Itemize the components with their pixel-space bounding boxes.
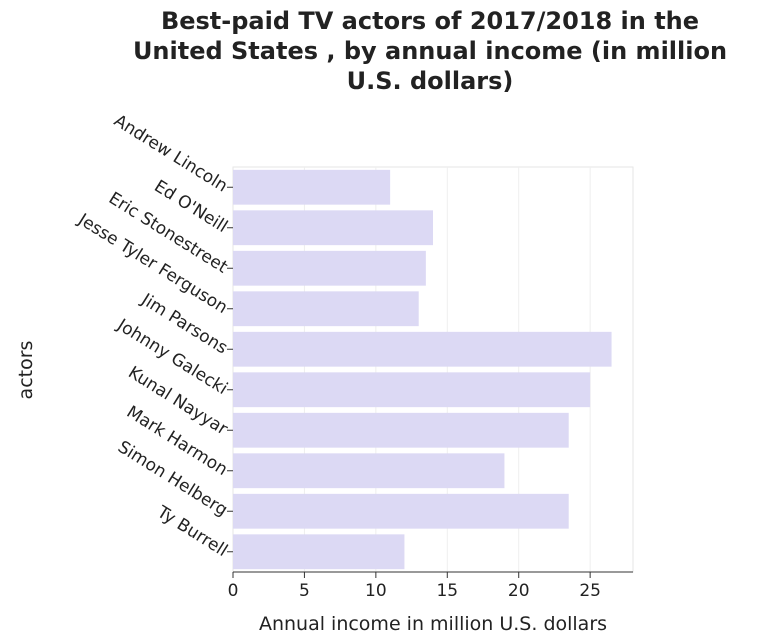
x-tick-label: 15: [436, 581, 458, 601]
bar: [233, 170, 390, 205]
bar: [233, 372, 590, 407]
bar: [233, 251, 426, 286]
bar: [233, 291, 419, 326]
bar: [233, 413, 569, 448]
bar: [233, 534, 404, 569]
bar: [233, 453, 504, 488]
bar: [233, 210, 433, 245]
bar: [233, 332, 612, 367]
y-axis-label: actors: [15, 341, 37, 400]
x-tick-label: 20: [508, 581, 530, 601]
x-tick-label: 10: [365, 581, 387, 601]
x-tick-label: 25: [579, 581, 601, 601]
bar: [233, 494, 569, 529]
x-tick-label: 5: [299, 581, 310, 601]
x-tick-label: 0: [228, 581, 239, 601]
x-axis-label: Annual income in million U.S. dollars: [259, 613, 607, 635]
